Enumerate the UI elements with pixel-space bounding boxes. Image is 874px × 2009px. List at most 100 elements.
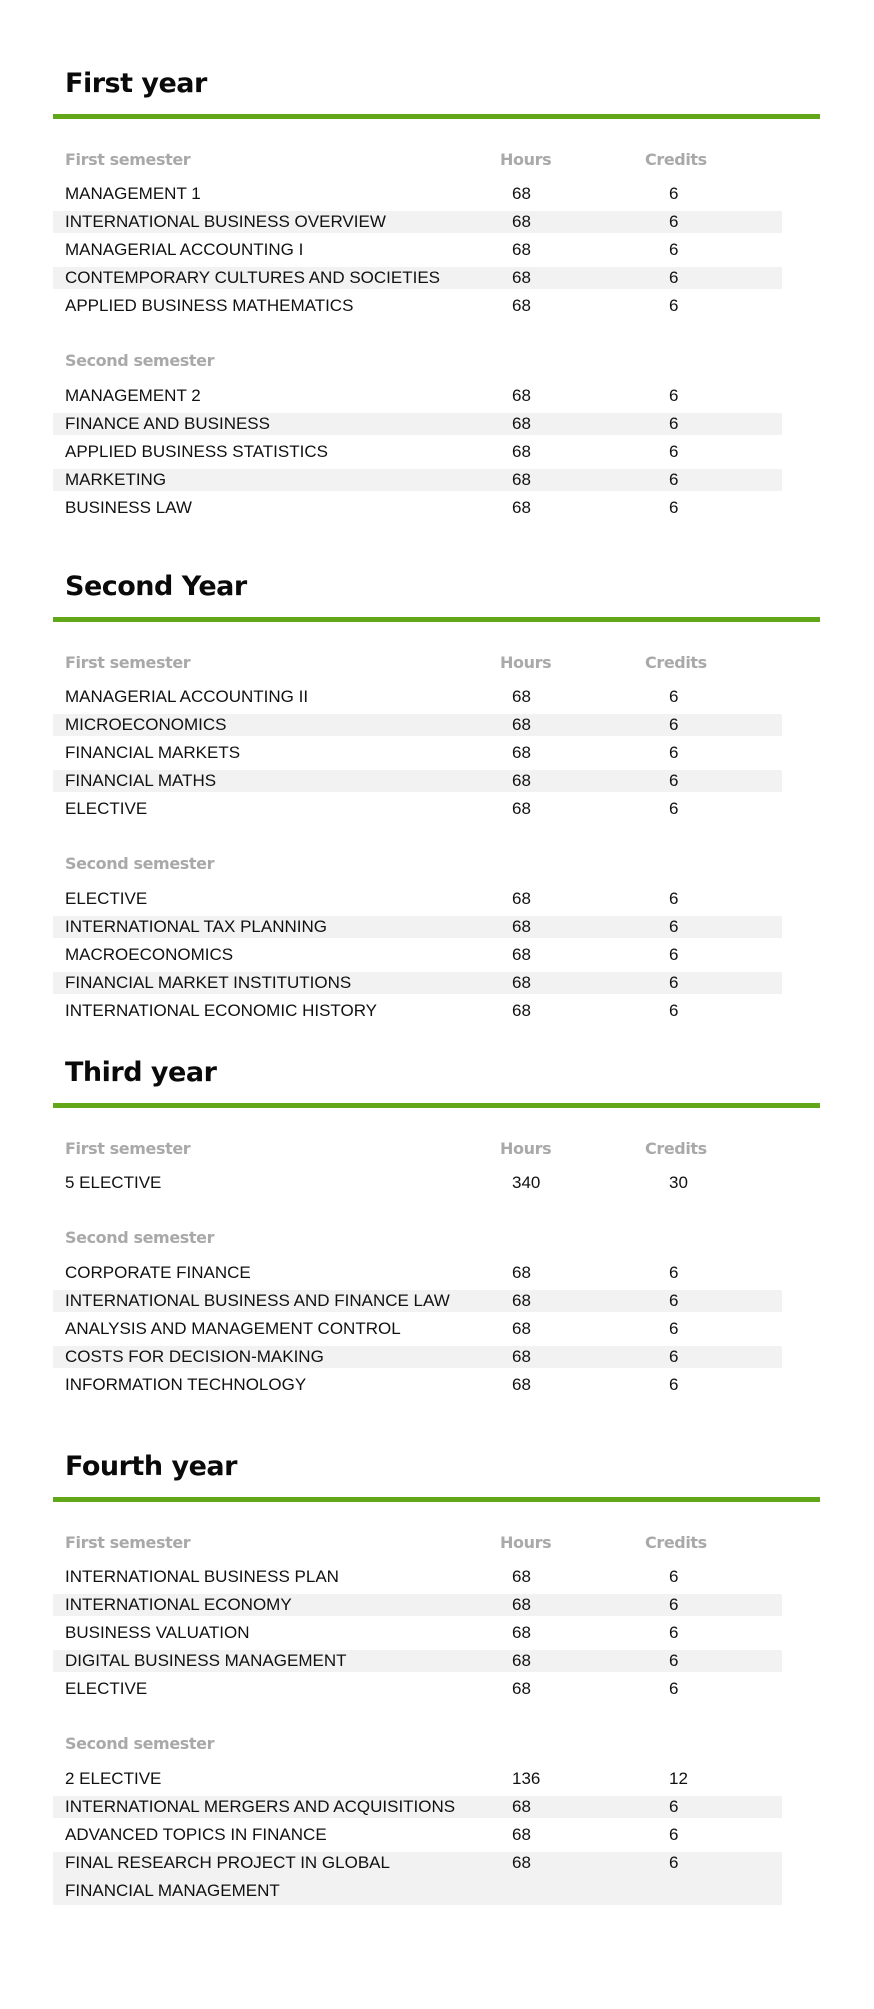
course-credits: 6 xyxy=(669,1853,679,1872)
course-row: INTERNATIONAL TAX PLANNING 68 6 xyxy=(53,913,782,941)
course-name: MICROECONOMICS xyxy=(65,715,227,734)
course-row: MARKETING 68 6 xyxy=(53,466,782,494)
course-hours: 68 xyxy=(512,1595,531,1614)
course-row: MANAGERIAL ACCOUNTING I 68 6 xyxy=(53,236,782,264)
course-row: INTERNATIONAL BUSINESS AND FINANCE LAW 68… xyxy=(53,1287,782,1315)
course-hours: 68 xyxy=(512,1347,531,1366)
course-hours: 68 xyxy=(512,973,531,992)
course-name: FINAL RESEARCH PROJECT IN GLOBAL FINANCI… xyxy=(65,1853,390,1900)
course-row: MANAGEMENT 2 68 6 xyxy=(53,382,782,410)
year-title: Third year xyxy=(65,1057,217,1088)
course-hours: 136 xyxy=(512,1769,541,1788)
semester-label: Second semester xyxy=(65,1228,215,1247)
course-row: FINANCIAL MARKET INSTITUTIONS 68 6 xyxy=(53,969,782,997)
course-hours: 68 xyxy=(512,442,531,461)
course-name: APPLIED BUSINESS STATISTICS xyxy=(65,442,328,461)
course-row: ADVANCED TOPICS IN FINANCE 68 6 xyxy=(53,1821,782,1849)
curriculum-document: First year First semester Hours Credits MANA… xyxy=(0,0,874,1905)
course-name: ELECTIVE xyxy=(65,799,148,818)
course-hours: 68 xyxy=(512,1001,531,1020)
course-credits: 30 xyxy=(669,1173,688,1192)
course-name: ANALYSIS AND MANAGEMENT CONTROL xyxy=(65,1319,401,1338)
course-row: MACROECONOMICS 68 6 xyxy=(53,941,782,969)
course-credits: 6 xyxy=(669,973,679,992)
course-credits: 6 xyxy=(669,498,679,517)
course-name: MARKETING xyxy=(65,470,167,489)
semester-header: Second semester xyxy=(0,1732,874,1756)
course-name: FINANCIAL MATHS xyxy=(65,771,217,790)
course-credits: 6 xyxy=(669,1567,679,1586)
year-title: First year xyxy=(65,68,207,99)
course-row: ANALYSIS AND MANAGEMENT CONTROL 68 6 xyxy=(53,1315,782,1343)
credits-column-header: Credits xyxy=(645,653,707,672)
course-hours: 68 xyxy=(512,498,531,517)
course-hours: 68 xyxy=(512,1319,531,1338)
course-hours: 68 xyxy=(512,470,531,489)
year-title: Second Year xyxy=(65,571,247,602)
semester-header: Second semester xyxy=(0,349,874,373)
semester-header: First semester Hours Credits xyxy=(0,1137,874,1161)
course-row: 2 ELECTIVE 136 12 xyxy=(53,1765,782,1793)
course-name: INTERNATIONAL ECONOMY xyxy=(65,1595,292,1614)
course-hours: 68 xyxy=(512,212,531,231)
hours-column-header: Hours xyxy=(500,1533,552,1552)
course-row: BUSINESS LAW 68 6 xyxy=(53,494,782,522)
course-credits: 6 xyxy=(669,889,679,908)
course-credits: 6 xyxy=(669,268,679,287)
course-name: INTERNATIONAL BUSINESS PLAN xyxy=(65,1567,339,1586)
course-hours: 340 xyxy=(512,1173,541,1192)
course-row: INTERNATIONAL MERGERS AND ACQUISITIONS 68… xyxy=(53,1793,782,1821)
semester-label: First semester xyxy=(65,150,191,169)
course-credits: 6 xyxy=(669,184,679,203)
year-section: Second Year First semester Hours Credits MAN… xyxy=(0,522,874,1025)
course-name: INTERNATIONAL ECONOMIC HISTORY xyxy=(65,1001,378,1020)
course-list: CORPORATE FINANCE 68 6 INTERNATIONAL BUSINE… xyxy=(0,1259,874,1399)
course-name: ELECTIVE xyxy=(65,889,148,908)
course-credits: 6 xyxy=(669,1651,679,1670)
course-credits: 6 xyxy=(669,743,679,762)
hours-column-header: Hours xyxy=(500,150,552,169)
course-list: MANAGEMENT 2 68 6 FINANCE AND BUSINESS 68 6 AP… xyxy=(0,382,874,522)
hours-column-header: Hours xyxy=(500,1139,552,1158)
course-credits: 6 xyxy=(669,1825,679,1844)
course-hours: 68 xyxy=(512,240,531,259)
year-section: Fourth year First semester Hours Credits INT… xyxy=(0,1399,874,1905)
course-list: ELECTIVE 68 6 INTERNATIONAL TAX PLANNING 68 6… xyxy=(0,885,874,1025)
course-hours: 68 xyxy=(512,184,531,203)
course-name: MANAGERIAL ACCOUNTING II xyxy=(65,687,309,706)
course-credits: 6 xyxy=(669,414,679,433)
course-hours: 68 xyxy=(512,799,531,818)
course-hours: 68 xyxy=(512,296,531,315)
course-credits: 6 xyxy=(669,1319,679,1338)
course-hours: 68 xyxy=(512,268,531,287)
course-hours: 68 xyxy=(512,687,531,706)
course-credits: 6 xyxy=(669,799,679,818)
credits-column-header: Credits xyxy=(645,150,707,169)
year-section: Third year First semester Hours Credits 5 EL… xyxy=(0,1025,874,1399)
course-row: ELECTIVE 68 6 xyxy=(53,885,782,913)
credits-column-header: Credits xyxy=(645,1139,707,1158)
course-name: ELECTIVE xyxy=(65,1679,148,1698)
course-name: FINANCIAL MARKET INSTITUTIONS xyxy=(65,973,352,992)
course-row: MANAGERIAL ACCOUNTING II 68 6 xyxy=(53,683,782,711)
course-hours: 68 xyxy=(512,1651,531,1670)
semester-header: Second semester xyxy=(0,1226,874,1250)
course-row: INTERNATIONAL ECONOMIC HISTORY 68 6 xyxy=(53,997,782,1025)
course-credits: 6 xyxy=(669,1679,679,1698)
course-name: MANAGEMENT 1 xyxy=(65,184,201,203)
course-credits: 6 xyxy=(669,442,679,461)
course-hours: 68 xyxy=(512,889,531,908)
course-hours: 68 xyxy=(512,1797,531,1816)
semester-header: First semester Hours Credits xyxy=(0,148,874,172)
semester-label: Second semester xyxy=(65,351,215,370)
year-section: First year First semester Hours Credits MANA… xyxy=(0,0,874,522)
course-credits: 6 xyxy=(669,771,679,790)
course-list: 2 ELECTIVE 136 12 INTERNATIONAL MERGERS AND… xyxy=(0,1765,874,1905)
course-hours: 68 xyxy=(512,414,531,433)
course-row: INTERNATIONAL ECONOMY 68 6 xyxy=(53,1591,782,1619)
course-name: FINANCIAL MARKETS xyxy=(65,743,241,762)
course-name: INTERNATIONAL MERGERS AND ACQUISITIONS xyxy=(65,1797,456,1816)
course-list: MANAGERIAL ACCOUNTING II 68 6 MICROECONOMIC… xyxy=(0,683,874,823)
course-name: DIGITAL BUSINESS MANAGEMENT xyxy=(65,1651,347,1670)
course-hours: 68 xyxy=(512,386,531,405)
